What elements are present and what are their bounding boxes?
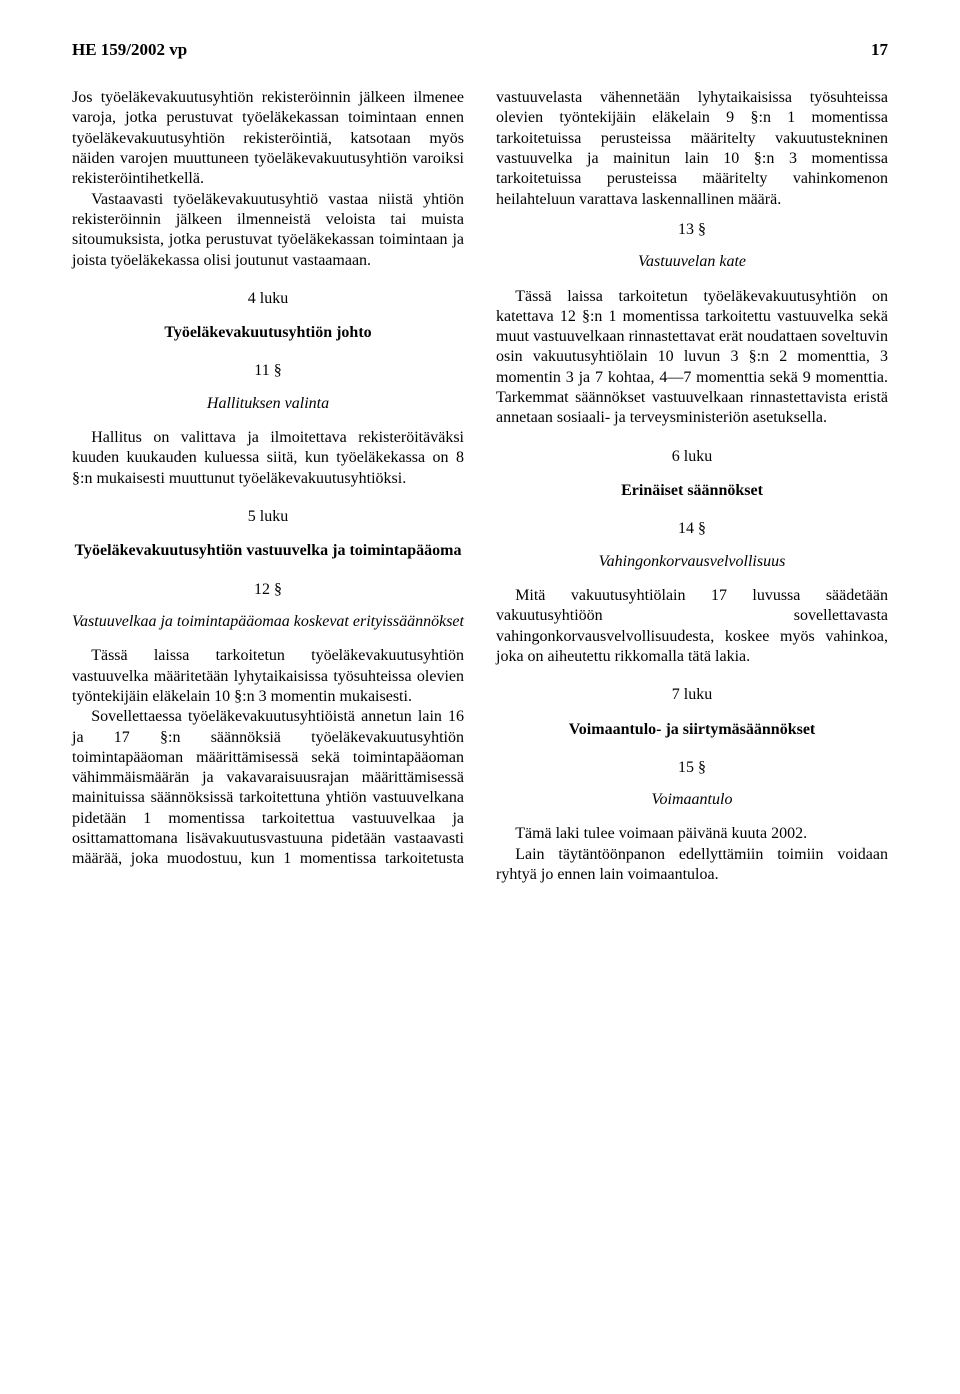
section-title: Vahingonkorvausvelvollisuus	[496, 552, 888, 572]
paragraph: Tässä laissa tarkoitetun työeläkevakuutu…	[496, 287, 888, 429]
paragraph: Jos työeläkevakuutusyhtiön rekisteröinni…	[72, 88, 464, 190]
paragraph: Hallitus on valittava ja ilmoitettava re…	[72, 428, 464, 489]
chapter-title: Voimaantulo- ja siirtymäsäännökset	[496, 720, 888, 740]
paragraph: Lain täytäntöönpanon edellyttämiin toimi…	[496, 845, 888, 886]
paragraph: Mitä vakuutusyhtiölain 17 luvussa säädet…	[496, 586, 888, 667]
section-title: Vastuuvelan kate	[496, 252, 888, 272]
section-title: Hallituksen valinta	[72, 394, 464, 414]
chapter-number: 6 luku	[496, 447, 888, 467]
header-left: HE 159/2002 vp	[72, 40, 187, 60]
chapter-title: Työeläkevakuutusyhtiön johto	[72, 323, 464, 343]
page-header: HE 159/2002 vp 17	[72, 40, 888, 60]
chapter-number: 4 luku	[72, 289, 464, 309]
chapter-number: 5 luku	[72, 507, 464, 527]
paragraph: Tässä laissa tarkoitetun työeläkevakuutu…	[72, 646, 464, 707]
paragraph: Vastaavasti työeläkevakuutusyhtiö vastaa…	[72, 190, 464, 271]
chapter-title: Erinäiset säännökset	[496, 481, 888, 501]
header-page-number: 17	[871, 40, 888, 60]
section-number: 15 §	[496, 758, 888, 778]
text-columns: Jos työeläkevakuutusyhtiön rekisteröinni…	[72, 88, 888, 885]
section-title: Voimaantulo	[496, 790, 888, 810]
chapter-number: 7 luku	[496, 685, 888, 705]
paragraph: Tämä laki tulee voimaan päivänä kuuta 20…	[496, 824, 888, 844]
section-number: 14 §	[496, 519, 888, 539]
section-number: 11 §	[72, 361, 464, 381]
page: HE 159/2002 vp 17 Jos työeläkevakuutusyh…	[0, 0, 960, 1394]
section-title: Vastuuvelkaa ja toimintapääomaa koskevat…	[72, 612, 464, 632]
chapter-title: Työeläkevakuutusyhtiön vastuuvelka ja to…	[72, 541, 464, 561]
section-number: 12 §	[72, 580, 464, 600]
section-number: 13 §	[496, 220, 888, 240]
